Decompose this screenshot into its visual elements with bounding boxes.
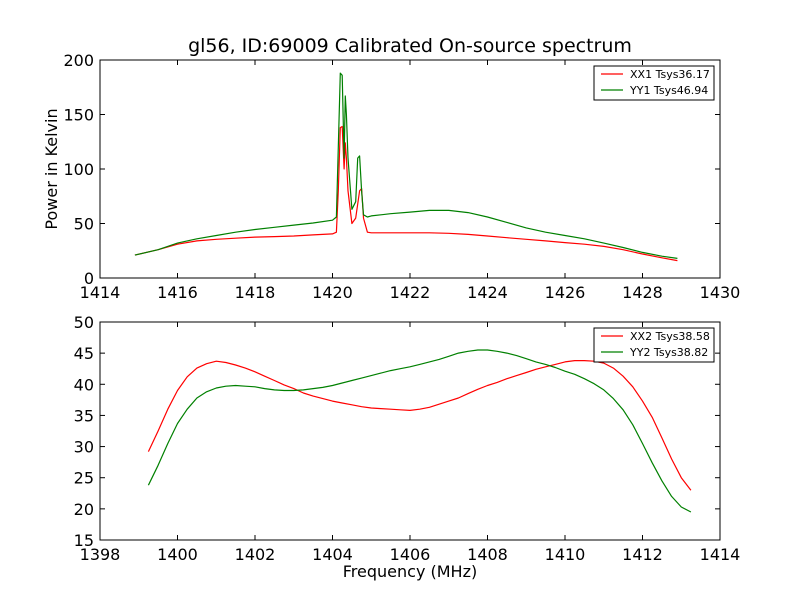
top-y-tick-label: 200 — [63, 51, 94, 70]
bottom-x-axis-label: Frequency (MHz) — [343, 562, 477, 581]
bottom-x-tick-label: 1408 — [467, 545, 508, 564]
bottom-ticks-layer: 1398 1400 1402 1404 1406 1408 1410 1412 1414 15 20… — [74, 313, 741, 564]
top-x-tick-label: 1430 — [700, 283, 741, 302]
top-legend-label-yy1: YY1 Tsys46.94 — [629, 84, 708, 97]
bottom-plot-frame — [99, 321, 721, 541]
bottom-legend-box — [593, 327, 715, 363]
bottom-y-tick-label: 35 — [74, 406, 94, 425]
top-spectrum-panel: 1414 1416 1418 1420 1422 1424 1426 1428 1430 0 50 1… — [42, 51, 740, 302]
top-legend-box — [593, 65, 715, 101]
bottom-x-tick-label: 1414 — [700, 545, 741, 564]
top-x-tick-label: 1414 — [80, 283, 121, 302]
bottom-y-tick-label: 20 — [74, 500, 94, 519]
bottom-y-tick-label: 15 — [74, 531, 94, 550]
top-series-line-yy — [134, 72, 678, 259]
top-x-tick-label: 1428 — [622, 283, 663, 302]
bottom-x-tick-label: 1410 — [545, 545, 586, 564]
top-y-tick-label: 150 — [63, 106, 94, 125]
top-y-tick-label: 100 — [63, 160, 94, 179]
bottom-series-line-yy — [147, 349, 692, 513]
chart-title: gl56, ID:69009 Calibrated On-source spec… — [188, 35, 632, 57]
bottom-y-tick-label: 30 — [74, 438, 94, 457]
top-y-axis-label: Power in Kelvin — [42, 108, 61, 229]
top-legend: XX1 Tsys36.17 YY1 Tsys46.94 — [593, 65, 715, 101]
top-x-tick-label: 1416 — [157, 283, 198, 302]
top-y-tick-label: 50 — [74, 215, 94, 234]
top-y-tick-label: 0 — [84, 269, 94, 288]
bottom-x-tick-label: 1402 — [235, 545, 276, 564]
bottom-y-tick-label: 50 — [74, 313, 94, 332]
top-series-layer — [134, 72, 678, 262]
top-ticks-layer: 1414 1416 1418 1420 1422 1424 1426 1428 1430 0 50 1… — [63, 51, 740, 302]
top-x-tick-label: 1426 — [545, 283, 586, 302]
bottom-x-tick-label: 1398 — [80, 545, 121, 564]
bottom-legend-label-xx2: XX2 Tsys38.58 — [630, 330, 710, 343]
bottom-x-tick-label: 1406 — [390, 545, 431, 564]
bottom-y-tick-label: 45 — [74, 344, 94, 363]
bottom-y-tick-label: 40 — [74, 375, 94, 394]
top-x-tick-label: 1418 — [235, 283, 276, 302]
bottom-x-tick-label: 1412 — [622, 545, 663, 564]
top-x-tick-label: 1422 — [390, 283, 431, 302]
bottom-x-tick-label: 1404 — [312, 545, 353, 564]
bottom-spectrum-panel: 1398 1400 1402 1404 1406 1408 1410 1412 1414 15 20… — [74, 313, 741, 581]
top-x-tick-label: 1424 — [467, 283, 508, 302]
bottom-x-tick-label: 1400 — [157, 545, 198, 564]
bottom-legend-label-yy2: YY2 Tsys38.82 — [629, 346, 708, 359]
top-x-tick-label: 1420 — [312, 283, 353, 302]
bottom-y-tick-label: 25 — [74, 469, 94, 488]
top-plot-frame — [99, 59, 721, 279]
top-legend-label-xx1: XX1 Tsys36.17 — [630, 68, 710, 81]
top-series-line-xx — [134, 125, 678, 262]
bottom-legend: XX2 Tsys38.58 YY2 Tsys38.82 — [593, 327, 715, 363]
